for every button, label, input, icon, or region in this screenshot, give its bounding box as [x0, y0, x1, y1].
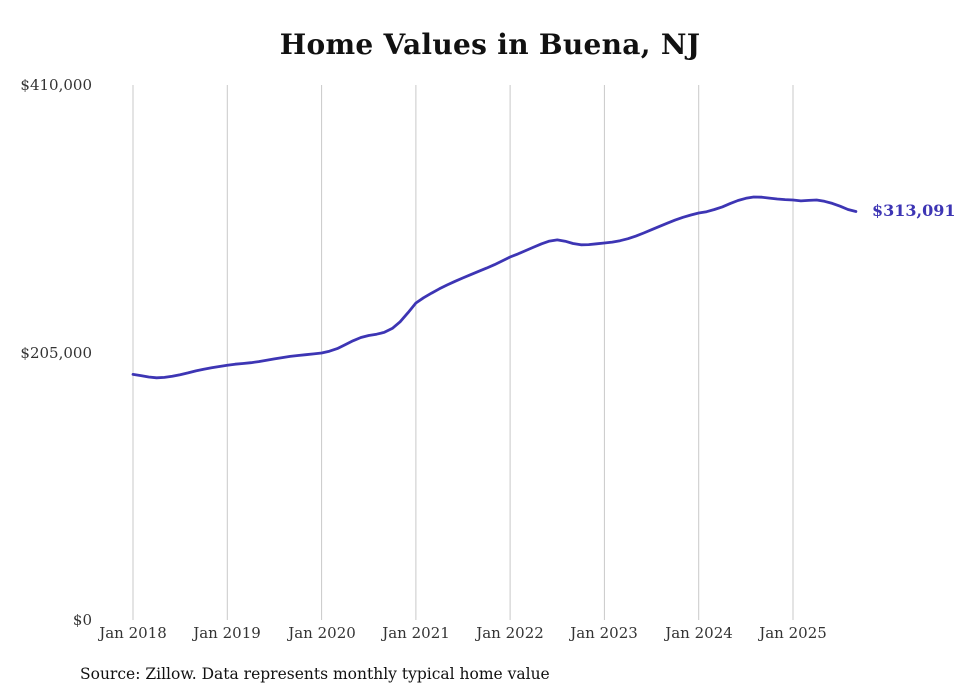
- y-tick-0: $0: [72, 611, 92, 629]
- latest-value-label: $313,091: [872, 201, 956, 220]
- home-value-line: [131, 195, 858, 380]
- x-tick-jan-2020: Jan 2020: [288, 624, 356, 642]
- y-tick-205000: $205,000: [20, 344, 92, 362]
- x-tick-jan-2019: Jan 2019: [193, 624, 261, 642]
- x-tick-jan-2025: Jan 2025: [759, 624, 827, 642]
- chart-title: Home Values in Buena, NJ: [279, 28, 701, 61]
- x-tick-jan-2024: Jan 2024: [665, 624, 733, 642]
- x-tick-jan-2018: Jan 2018: [99, 624, 167, 642]
- source-note: Source: Zillow. Data represents monthly …: [80, 665, 550, 683]
- x-tick-jan-2022: Jan 2022: [476, 624, 544, 642]
- y-tick-410000: $410,000: [20, 76, 92, 94]
- x-tick-jan-2023: Jan 2023: [570, 624, 638, 642]
- x-tick-jan-2021: Jan 2021: [382, 624, 450, 642]
